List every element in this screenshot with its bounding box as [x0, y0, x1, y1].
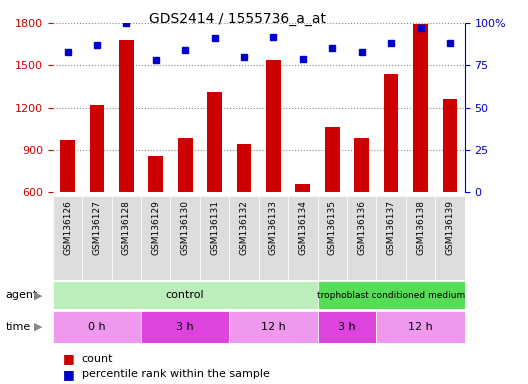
Text: GSM136135: GSM136135	[328, 200, 337, 255]
Bar	[296, 184, 310, 192]
Text: ▶: ▶	[34, 290, 43, 300]
Bar	[406, 196, 435, 280]
Bar	[53, 311, 141, 343]
Bar	[354, 139, 369, 192]
Bar	[288, 196, 317, 280]
Bar	[347, 196, 376, 280]
Bar	[376, 196, 406, 280]
Bar	[317, 311, 376, 343]
Text: ▶: ▶	[34, 321, 43, 332]
Text: time: time	[5, 321, 31, 332]
Text: GSM136139: GSM136139	[446, 200, 455, 255]
Bar	[207, 92, 222, 192]
Bar	[141, 311, 229, 343]
Text: GSM136132: GSM136132	[240, 200, 249, 255]
Bar	[82, 196, 111, 280]
Text: GDS2414 / 1555736_a_at: GDS2414 / 1555736_a_at	[149, 12, 326, 25]
Bar	[229, 311, 317, 343]
Bar	[53, 281, 317, 309]
Text: percentile rank within the sample: percentile rank within the sample	[82, 369, 270, 379]
Bar	[435, 196, 465, 280]
Text: GSM136131: GSM136131	[210, 200, 219, 255]
Bar	[317, 196, 347, 280]
Bar	[53, 196, 82, 280]
Bar	[111, 196, 141, 280]
Bar	[229, 196, 259, 280]
Text: 12 h: 12 h	[261, 321, 286, 332]
Text: 0 h: 0 h	[88, 321, 106, 332]
Text: GSM136137: GSM136137	[386, 200, 395, 255]
Bar	[119, 40, 134, 192]
Bar	[171, 196, 200, 280]
Text: ■: ■	[63, 368, 75, 381]
Text: 3 h: 3 h	[176, 321, 194, 332]
Text: 12 h: 12 h	[408, 321, 433, 332]
Text: trophoblast conditioned medium: trophoblast conditioned medium	[317, 291, 465, 300]
Text: agent: agent	[5, 290, 37, 300]
Bar	[148, 156, 163, 192]
Bar	[325, 127, 340, 192]
Text: GSM136130: GSM136130	[181, 200, 190, 255]
Bar	[237, 144, 251, 192]
Text: GSM136129: GSM136129	[151, 200, 161, 255]
Bar	[376, 311, 465, 343]
Bar	[90, 105, 105, 192]
Bar	[141, 196, 171, 280]
Text: GSM136126: GSM136126	[63, 200, 72, 255]
Bar	[384, 74, 399, 192]
Bar	[178, 139, 193, 192]
Text: 3 h: 3 h	[338, 321, 356, 332]
Bar	[259, 196, 288, 280]
Bar	[266, 60, 281, 192]
Text: GSM136134: GSM136134	[298, 200, 307, 255]
Text: control: control	[166, 290, 204, 300]
Bar	[413, 25, 428, 192]
Bar	[442, 99, 457, 192]
Text: GSM136136: GSM136136	[357, 200, 366, 255]
Bar	[317, 281, 465, 309]
Text: GSM136128: GSM136128	[122, 200, 131, 255]
Text: count: count	[82, 354, 114, 364]
Bar	[200, 196, 229, 280]
Bar	[60, 140, 75, 192]
Text: GSM136138: GSM136138	[416, 200, 425, 255]
Text: GSM136133: GSM136133	[269, 200, 278, 255]
Text: ■: ■	[63, 353, 75, 366]
Text: GSM136127: GSM136127	[92, 200, 101, 255]
